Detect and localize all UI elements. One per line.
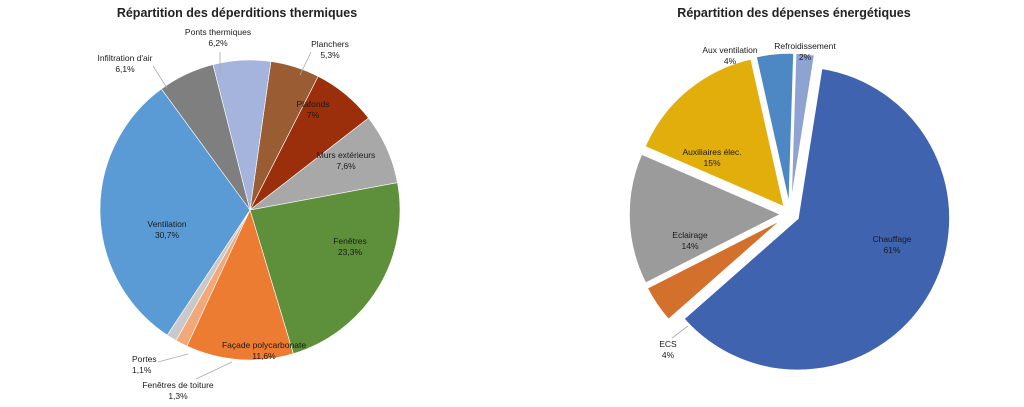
deperditions-leader-portes xyxy=(157,353,189,363)
depenses-label-refroidissement: Refroidissement xyxy=(774,41,836,51)
deperditions-leader-infiltration-d-air xyxy=(152,65,168,89)
deperditions-value-ventilation: 30,7% xyxy=(155,230,180,240)
deperditions-label-fenetres: Fenêtres xyxy=(333,236,367,246)
chart-title-depenses: Répartition des dépenses énergétiques xyxy=(677,6,911,20)
depenses-slice-ecs xyxy=(646,218,784,321)
deperditions-label-portes: Portes xyxy=(132,354,157,364)
depenses-label-eclairage: Eclairage xyxy=(672,230,708,240)
depenses-slice-eclairage xyxy=(628,152,783,285)
depenses-value-refroidissement: 2% xyxy=(799,52,812,62)
depenses-slice-refroidissement xyxy=(790,52,816,206)
deperditions-label-facade-polycarbonate: Façade polycarbonate xyxy=(222,340,306,350)
deperditions-slice-ventilation xyxy=(99,88,251,336)
depenses-leader-ecs xyxy=(671,325,689,339)
deperditions-slice-facade-polycarbonate xyxy=(186,209,294,361)
deperditions-label-murs-exterieurs: Murs extérieurs xyxy=(317,150,376,160)
deperditions-value-fenetres: 23,3% xyxy=(338,247,363,257)
deperditions-value-infiltration-d-air: 6,1% xyxy=(115,64,135,74)
deperditions-label-ventilation: Ventilation xyxy=(147,219,186,229)
deperditions-label-fenetres-de-toiture: Fenêtres de toiture xyxy=(142,380,214,390)
deperditions-slice-ponts-thermiques xyxy=(212,59,272,211)
deperditions-label-ponts-thermiques: Ponts thermiques xyxy=(185,27,251,37)
pie-deperditions xyxy=(99,59,401,361)
deperditions-leader-fenetres-de-toiture xyxy=(195,361,233,380)
depenses-label-aux-ventilation: Aux ventilation xyxy=(702,45,758,55)
deperditions-value-murs-exterieurs: 7,6% xyxy=(336,161,356,171)
depenses-value-chauffage: 61% xyxy=(883,245,900,255)
deperditions-value-facade-polycarbonate: 11,6% xyxy=(252,351,276,361)
deperditions-label-infiltration-d-air: Infiltration d'air xyxy=(97,53,152,63)
deperditions-value-plafonds: 7% xyxy=(307,110,320,120)
pie-depenses xyxy=(628,52,951,372)
deperditions-label-plafonds: Plafonds xyxy=(296,99,329,109)
depenses-slice-auxiliaires-elec xyxy=(643,57,786,209)
deperditions-value-fenetres-de-toiture: 1,3% xyxy=(168,391,188,401)
deperditions-leader-planchers xyxy=(299,51,312,76)
depenses-label-auxiliaires-elec: Auxiliaires élec. xyxy=(682,147,741,157)
deperditions-label-planchers: Planchers xyxy=(311,39,349,49)
depenses-value-aux-ventilation: 4% xyxy=(724,56,737,66)
depenses-value-ecs: 4% xyxy=(662,350,675,360)
depenses-label-chauffage: Chauffage xyxy=(872,234,911,244)
depenses-slice-chauffage xyxy=(682,67,951,372)
labels-depenses: Chauffage61%ECS4%Eclairage14%Auxiliaires… xyxy=(659,41,912,360)
depenses-value-auxiliaires-elec: 15% xyxy=(703,158,720,168)
deperditions-value-ponts-thermiques: 6,2% xyxy=(208,38,228,48)
depenses-value-eclairage: 14% xyxy=(681,241,698,251)
deperditions-slice-fenetres xyxy=(249,182,401,354)
depenses-slice-aux-ventilation xyxy=(755,52,795,206)
depenses-label-ecs: ECS xyxy=(659,339,677,349)
chart-title-deperditions: Répartition des déperditions thermiques xyxy=(116,6,358,20)
deperditions-value-portes: 1,1% xyxy=(132,365,152,375)
deperditions-value-planchers: 5,3% xyxy=(320,50,340,60)
